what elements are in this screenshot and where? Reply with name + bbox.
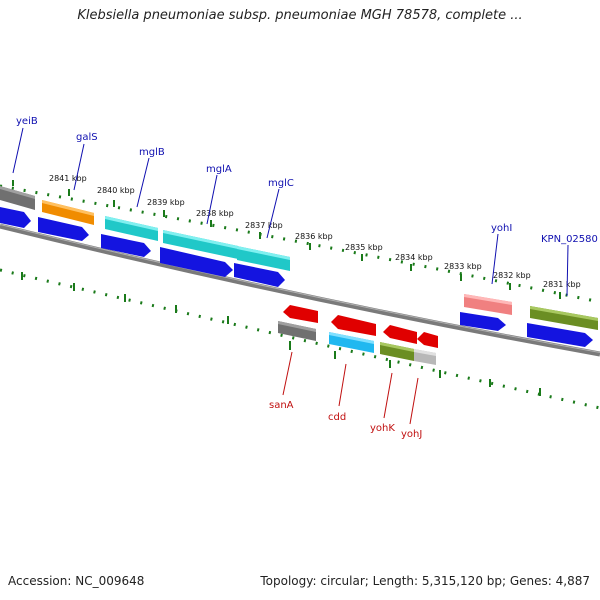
cds-arrow: [234, 263, 285, 287]
gene-label-sanA: sanA: [269, 400, 294, 411]
gene-block-mglC: [237, 246, 290, 271]
accession-text: Accession: NC_009648: [8, 574, 145, 588]
kbp-label: 2833 kbp: [444, 262, 482, 271]
kbp-label: 2841 kbp: [49, 174, 87, 183]
bottom-gene-labels: sanA cdd yohK yohJ: [269, 400, 422, 440]
gene-block-yeiB: [0, 186, 35, 210]
kbp-label: 2835 kbp: [345, 243, 383, 252]
cds-arrow: [417, 332, 438, 348]
bottom-gene-blocks: [278, 321, 436, 365]
gene-label-galS: galS: [76, 132, 98, 143]
gene-label-yeiB: yeiB: [16, 116, 38, 127]
bottom-leader-lines: [282, 351, 419, 425]
gene-label-mglB: mglB: [139, 147, 165, 158]
top-leader-lines: [12, 127, 569, 297]
cds-arrow: [38, 217, 89, 241]
kbp-label: 2831 kbp: [543, 280, 581, 289]
gene-block-yohI: [464, 294, 512, 315]
kbp-label: 2834 kbp: [395, 253, 433, 262]
cds-arrow: [527, 323, 593, 347]
cds-arrow: [283, 305, 318, 323]
kbp-label: 2840 kbp: [97, 186, 135, 195]
gene-block-mglA: [163, 230, 238, 259]
kbp-label: 2837 kbp: [245, 221, 283, 230]
gene-label-yohJ: yohJ: [401, 429, 422, 440]
cds-arrow: [383, 325, 417, 344]
top-scale: [0, 180, 600, 304]
top-cds-arrows: [0, 207, 593, 347]
genome-stats-text: Topology: circular; Length: 5,315,120 bp…: [260, 574, 590, 588]
cds-arrow: [160, 247, 233, 277]
gene-label-yohI: yohI: [491, 223, 512, 234]
kbp-label: 2838 kbp: [196, 209, 234, 218]
gene-label-KPN_02580: KPN_02580: [541, 234, 598, 245]
cds-arrow: [101, 234, 151, 257]
genome-backbone: [0, 223, 600, 357]
gene-label-mglC: mglC: [268, 178, 294, 189]
kbp-label: 2832 kbp: [493, 271, 531, 280]
bottom-scale: [0, 268, 600, 410]
cds-arrow: [331, 315, 376, 336]
top-gene-blocks: [0, 186, 598, 330]
gene-label-yohK: yohK: [370, 423, 395, 434]
kbp-labels: 2841 kbp 2840 kbp 2839 kbp 2838 kbp 2837…: [49, 174, 581, 289]
gene-block-mglB: [105, 216, 158, 241]
map-title: Klebsiella pneumoniae subsp. pneumoniae …: [77, 8, 523, 23]
gene-label-cdd: cdd: [328, 412, 346, 423]
gene-label-mglA: mglA: [206, 164, 232, 175]
cds-arrow: [0, 207, 31, 228]
kbp-label: 2839 kbp: [147, 198, 185, 207]
bottom-cds-arrows: [283, 305, 438, 348]
cds-arrow: [460, 312, 506, 331]
kbp-label: 2836 kbp: [295, 232, 333, 241]
top-gene-labels: yeiB galS mglB mglA mglC yohI KPN_02580: [16, 116, 598, 245]
